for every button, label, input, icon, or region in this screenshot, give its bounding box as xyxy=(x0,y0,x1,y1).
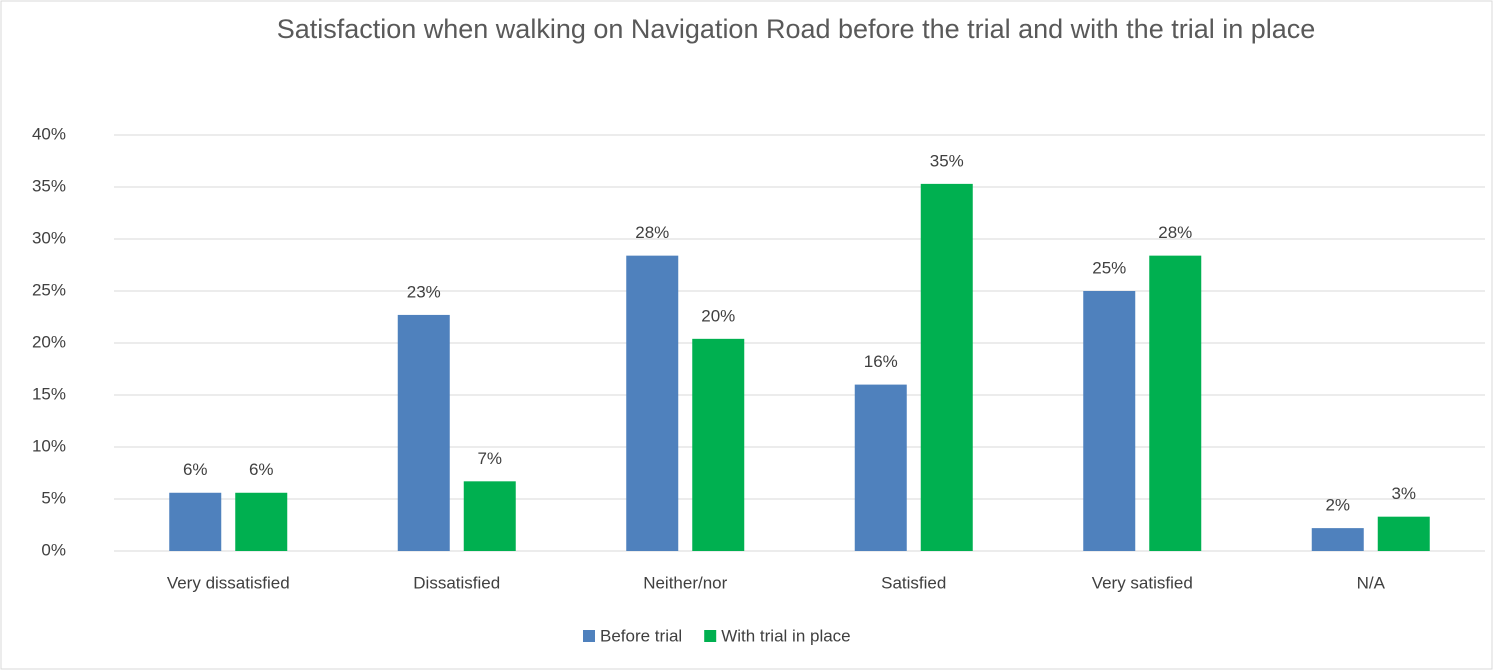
bar xyxy=(854,384,907,551)
x-tick-label: Satisfied xyxy=(881,573,946,592)
data-label: 6% xyxy=(183,460,208,479)
y-tick-label: 0% xyxy=(41,540,66,559)
bar xyxy=(1311,528,1364,551)
x-tick-label: Neither/nor xyxy=(643,573,727,592)
data-label: 16% xyxy=(864,352,898,371)
legend-swatch xyxy=(583,630,595,642)
chart-title: Satisfaction when walking on Navigation … xyxy=(276,14,1316,44)
bar xyxy=(1377,516,1430,551)
x-tick-label: N/A xyxy=(1357,573,1386,592)
bar xyxy=(463,481,516,551)
y-tick-label: 10% xyxy=(32,436,66,455)
bar xyxy=(692,338,745,551)
data-label: 25% xyxy=(1092,258,1126,277)
y-tick-label: 20% xyxy=(32,332,66,351)
bar xyxy=(235,492,288,551)
bar xyxy=(1149,255,1202,551)
data-label: 2% xyxy=(1325,496,1350,515)
bar xyxy=(397,314,450,551)
data-label: 7% xyxy=(477,449,502,468)
y-tick-label: 5% xyxy=(41,488,66,507)
legend-label: Before trial xyxy=(600,626,682,645)
x-tick-label: Dissatisfied xyxy=(413,573,500,592)
bar xyxy=(920,183,973,551)
x-tick-label: Very satisfied xyxy=(1092,573,1193,592)
legend-label: With trial in place xyxy=(721,626,850,645)
x-tick-label: Very dissatisfied xyxy=(167,573,290,592)
y-tick-label: 15% xyxy=(32,384,66,403)
data-label: 6% xyxy=(249,460,274,479)
bar xyxy=(1083,291,1136,551)
y-tick-label: 30% xyxy=(32,228,66,247)
legend-swatch xyxy=(704,630,717,642)
data-label: 23% xyxy=(407,282,441,301)
y-tick-label: 40% xyxy=(32,124,66,143)
data-label: 28% xyxy=(1158,223,1192,242)
y-tick-label: 25% xyxy=(32,280,66,299)
data-label: 3% xyxy=(1391,484,1416,503)
y-tick-label: 35% xyxy=(32,176,66,195)
bar xyxy=(169,492,222,551)
data-label: 28% xyxy=(635,223,669,242)
data-label: 20% xyxy=(701,306,735,325)
bar xyxy=(626,255,679,551)
data-label: 35% xyxy=(930,151,964,170)
